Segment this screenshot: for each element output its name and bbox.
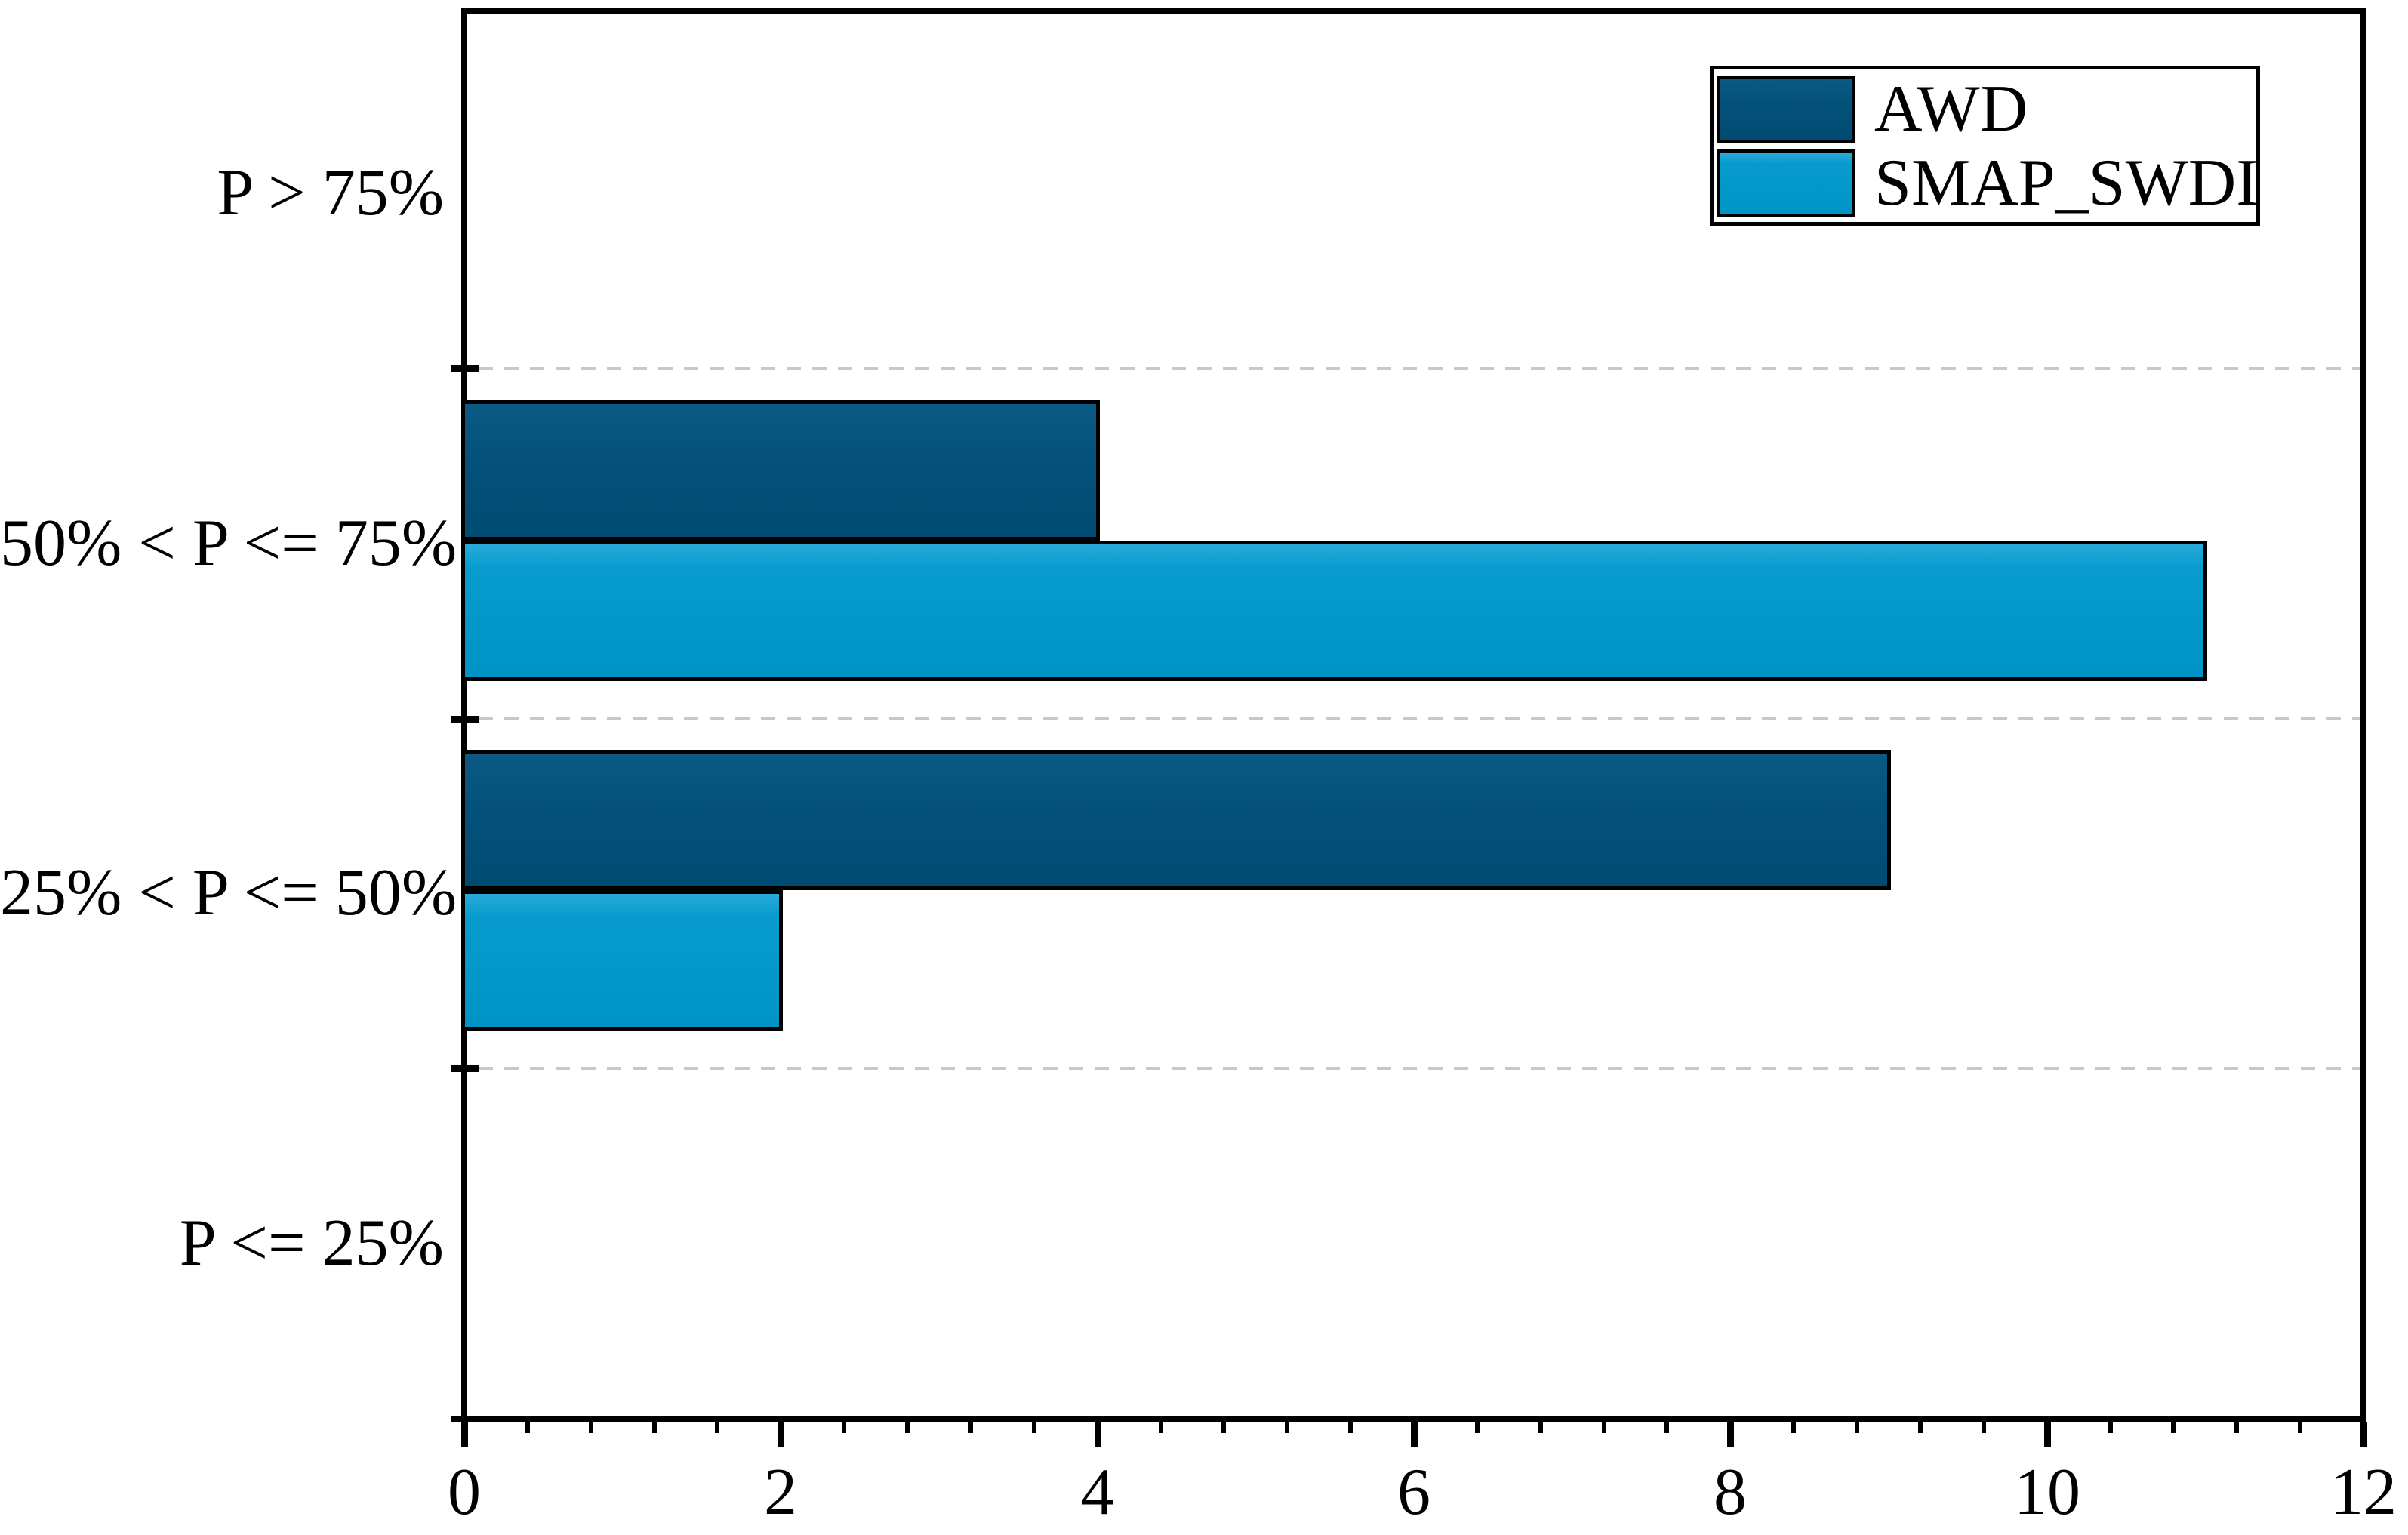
x-axis-line — [451, 1416, 2366, 1422]
category-boundary-gridline-1 — [479, 367, 2360, 370]
x-axis-minor-tick-26 — [2108, 1422, 2113, 1433]
x-axis-minor-tick-22 — [1855, 1422, 1859, 1433]
y-category-label-0: P > 75% — [217, 156, 444, 230]
bar-awd-category-1 — [461, 400, 1100, 541]
bar-awd-category-2 — [461, 750, 1891, 890]
x-axis-minor-tick-7 — [905, 1422, 910, 1433]
x-axis-minor-tick-16 — [1475, 1422, 1480, 1433]
x-axis-minor-tick-24 — [1982, 1422, 1986, 1433]
y-axis-major-tick-2 — [451, 716, 479, 723]
x-axis-minor-tick-14 — [1348, 1422, 1353, 1433]
x-axis-minor-tick-21 — [1791, 1422, 1796, 1433]
x-axis-minor-tick-19 — [1664, 1422, 1669, 1433]
x-axis-major-tick-3 — [1411, 1422, 1418, 1447]
x-axis-tick-label-6: 12 — [2330, 1456, 2397, 1529]
x-axis-minor-tick-29 — [2298, 1422, 2302, 1433]
legend-swatch-awd — [1717, 76, 1855, 143]
x-axis-minor-tick-27 — [2171, 1422, 2176, 1433]
x-axis-major-tick-2 — [1095, 1422, 1101, 1447]
plot-border-left — [461, 8, 467, 1422]
x-axis-minor-tick-28 — [2234, 1422, 2239, 1433]
y-axis-major-tick-3 — [451, 1065, 479, 1072]
x-axis-major-tick-4 — [1727, 1422, 1734, 1447]
x-axis-major-tick-6 — [2360, 1422, 2367, 1447]
x-axis-major-tick-0 — [461, 1422, 468, 1447]
category-boundary-gridline-2 — [479, 717, 2360, 720]
bar-smap_swdi-category-1 — [461, 541, 2207, 681]
x-axis-minor-tick-12 — [1221, 1422, 1226, 1433]
y-category-label-2: 25% < P <= 50% — [0, 856, 457, 929]
legend-swatch-smap_swdi — [1717, 149, 1855, 217]
x-axis-minor-tick-17 — [1538, 1422, 1543, 1433]
y-category-label-1: 50% < P <= 75% — [0, 507, 457, 580]
x-axis-minor-tick-6 — [842, 1422, 846, 1433]
x-axis-minor-tick-11 — [1159, 1422, 1163, 1433]
plot-border-top — [461, 8, 2366, 14]
x-axis-tick-label-4: 8 — [1714, 1456, 1747, 1529]
x-axis-minor-tick-18 — [1602, 1422, 1606, 1433]
x-axis-minor-tick-2 — [589, 1422, 593, 1433]
legend: AWD SMAP_SWDI — [1710, 66, 2260, 226]
legend-label-smap_swdi: SMAP_SWDI — [1874, 146, 2259, 220]
x-axis-tick-label-0: 0 — [448, 1456, 481, 1529]
x-axis-minor-tick-9 — [1032, 1422, 1036, 1433]
x-axis-tick-label-2: 4 — [1081, 1456, 1114, 1529]
x-axis-minor-tick-23 — [1918, 1422, 1923, 1433]
y-category-label-3: P <= 25% — [179, 1207, 444, 1280]
x-axis-minor-tick-13 — [1285, 1422, 1289, 1433]
x-axis-tick-label-1: 2 — [764, 1456, 797, 1529]
legend-label-awd: AWD — [1874, 72, 2028, 146]
x-axis-major-tick-1 — [778, 1422, 784, 1447]
category-boundary-gridline-3 — [479, 1067, 2360, 1070]
x-axis-minor-tick-3 — [652, 1422, 657, 1433]
x-axis-minor-tick-8 — [968, 1422, 973, 1433]
x-axis-minor-tick-1 — [525, 1422, 530, 1433]
bar-smap_swdi-category-2 — [461, 890, 783, 1031]
x-axis-major-tick-5 — [2044, 1422, 2051, 1447]
plot-border-right — [2360, 8, 2366, 1422]
x-axis-minor-tick-4 — [715, 1422, 719, 1433]
x-axis-tick-label-5: 10 — [2014, 1456, 2080, 1529]
x-axis-tick-label-3: 6 — [1397, 1456, 1430, 1529]
y-axis-major-tick-1 — [451, 365, 479, 372]
